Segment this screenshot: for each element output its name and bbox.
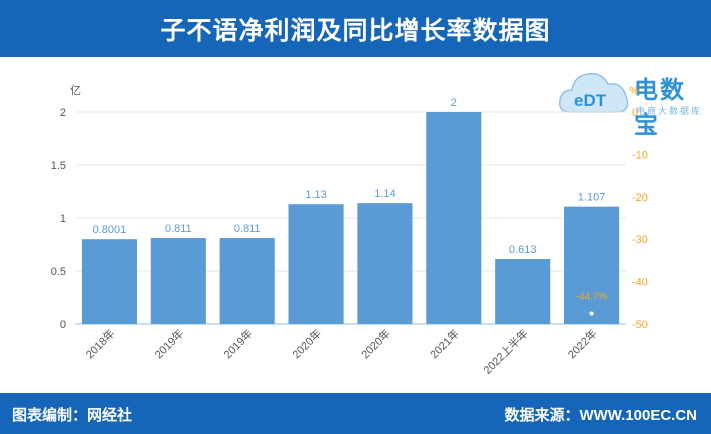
left-tick-label: 1 bbox=[60, 213, 66, 225]
footer-source: 数据来源：WWW.100EC.CN bbox=[504, 407, 697, 424]
bar-chart: 0.8001 0.811 0.811 1.13 1.14 2 0.613 1.107 0 0.5… bbox=[51, 84, 648, 377]
right-axis-ticks: 0 -10 -20 -30 -40 -50 bbox=[632, 107, 648, 331]
bar-value-label: 1.107 bbox=[578, 192, 606, 204]
cloud-logo-icon: eDT bbox=[558, 72, 629, 113]
bar bbox=[288, 204, 344, 324]
bar-labels: 0.8001 0.811 0.811 1.13 1.14 2 0.613 1.107 bbox=[93, 97, 606, 256]
bar-value-label: 0.8001 bbox=[93, 224, 127, 236]
left-axis-unit: 亿 bbox=[70, 84, 81, 97]
right-tick-label: -40 bbox=[632, 277, 648, 289]
category-label: 2022上半年 bbox=[480, 326, 531, 377]
logo-mark: eDT bbox=[574, 91, 607, 110]
bar bbox=[150, 238, 206, 324]
growth-rate-point bbox=[589, 311, 594, 316]
bars bbox=[81, 112, 620, 324]
left-tick-label: 2 bbox=[60, 107, 66, 119]
bar-value-label: 0.613 bbox=[509, 244, 537, 256]
right-tick-label: -30 bbox=[632, 234, 648, 246]
bar bbox=[357, 203, 413, 324]
header-bar: 子不语净利润及同比增长率数据图 bbox=[0, 0, 711, 57]
growth-rate-label: -44.7% bbox=[576, 292, 608, 303]
right-tick-label: -10 bbox=[632, 149, 648, 161]
chart-title: 子不语净利润及同比增长率数据图 bbox=[160, 15, 551, 45]
category-label: 2020年 bbox=[289, 326, 324, 361]
bar bbox=[495, 259, 551, 324]
bar bbox=[219, 238, 275, 324]
category-label: 2022年 bbox=[565, 326, 600, 361]
logo-subtitle: 电商大数据库 bbox=[636, 106, 703, 116]
right-axis-unit: % bbox=[629, 85, 639, 97]
footer-compiler: 图表编制：网经社 bbox=[12, 407, 133, 424]
bar-value-label: 1.14 bbox=[374, 188, 395, 200]
right-tick-label: -20 bbox=[632, 192, 648, 204]
category-label: 2021年 bbox=[427, 326, 462, 361]
category-label: 2019年 bbox=[220, 326, 255, 361]
category-label: 2018年 bbox=[83, 326, 118, 361]
category-label: 2020年 bbox=[358, 326, 393, 361]
left-tick-label: 0 bbox=[60, 319, 66, 331]
bar-value-label: 2 bbox=[451, 97, 457, 109]
bar-value-label: 0.811 bbox=[234, 223, 261, 235]
left-axis-ticks: 0 0.5 1 1.5 2 bbox=[51, 107, 66, 331]
category-label: 2019年 bbox=[151, 326, 186, 361]
bar bbox=[81, 239, 137, 324]
bar bbox=[426, 112, 482, 324]
logo-brand: 电数宝 bbox=[634, 76, 686, 139]
right-tick-label: -50 bbox=[632, 319, 648, 331]
left-tick-label: 1.5 bbox=[51, 160, 66, 172]
bar-value-label: 1.13 bbox=[305, 189, 326, 201]
left-tick-label: 0.5 bbox=[51, 266, 66, 278]
bar-value-label: 0.811 bbox=[165, 223, 192, 235]
bar bbox=[564, 206, 620, 324]
category-labels: 2018年 2019年 2019年 2020年 2020年 2021年 2022上半年 202… bbox=[83, 326, 600, 377]
logo: eDT 电数宝 电商大数据库 bbox=[556, 62, 706, 139]
footer-bar: 图表编制：网经社 数据来源：WWW.100EC.CN bbox=[0, 393, 711, 434]
right-tick-label: 0 bbox=[632, 107, 638, 119]
growth-points: -44.7% bbox=[576, 292, 608, 316]
